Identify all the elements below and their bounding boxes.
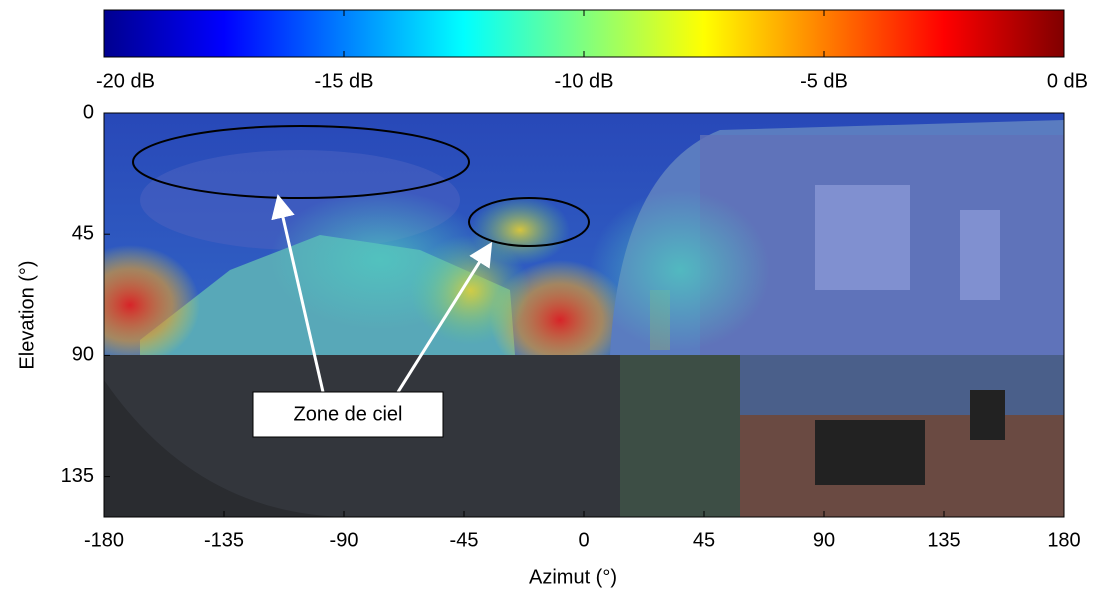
x-axis-label: Azimut (°) — [529, 566, 617, 588]
y-tick-label: 45 — [72, 222, 94, 244]
panorama-image — [104, 113, 1064, 517]
colorbar — [103, 9, 1065, 58]
arrow — [271, 194, 325, 393]
sky-zone-ellipse — [132, 125, 470, 199]
x-tick-label: -45 — [450, 529, 479, 551]
annotation: Zone de ciel — [294, 403, 403, 425]
x-tick-label: 90 — [813, 529, 835, 551]
colorbar-tick-label: -15 dB — [315, 70, 374, 92]
annotation-box — [252, 391, 444, 438]
y-tick-label: 135 — [61, 465, 94, 487]
x-tick-label: 0 — [578, 529, 589, 551]
x-tick-label: -135 — [204, 529, 244, 551]
colorbar-tick-label: -5 dB — [800, 70, 848, 92]
sky-zone-ellipse — [468, 197, 590, 247]
colorbar-tick-label: 0 dB — [1047, 70, 1088, 92]
x-tick-label: 45 — [693, 529, 715, 551]
y-tick-label: 0 — [83, 101, 94, 123]
x-tick-label: -180 — [84, 529, 124, 551]
x-tick-label: 180 — [1047, 529, 1080, 551]
arrow — [396, 241, 493, 393]
y-axis-label: Elevation (°) — [16, 260, 38, 369]
y-tick-label: 90 — [72, 344, 94, 366]
colorbar-tick-label: -20 dB — [96, 70, 155, 92]
colorbar-tick-label: -10 dB — [555, 70, 614, 92]
x-tick-label: 135 — [927, 529, 960, 551]
x-tick-label: -90 — [330, 529, 359, 551]
